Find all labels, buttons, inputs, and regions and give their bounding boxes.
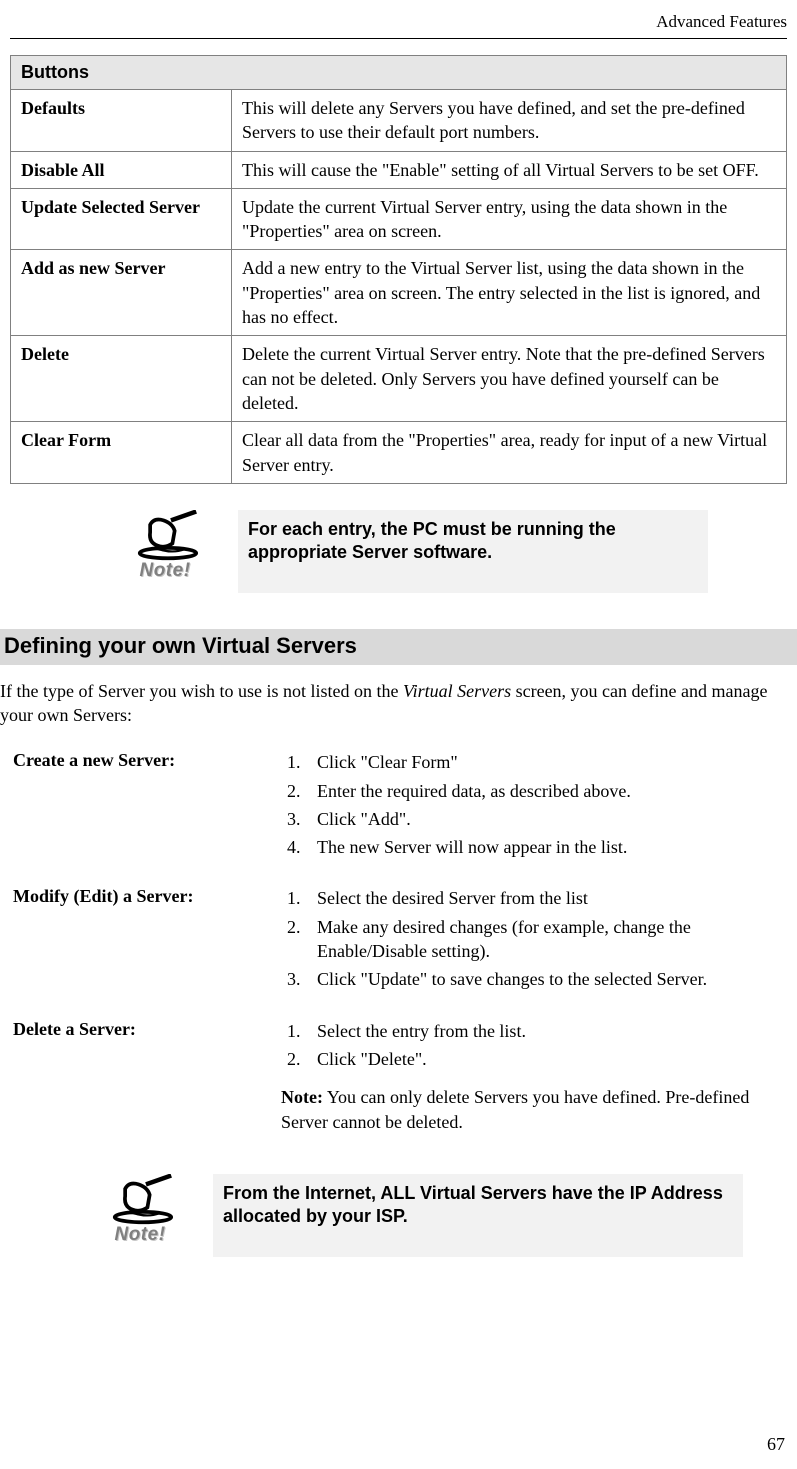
hand-writing-icon [127,510,203,562]
button-description: This will cause the "Enable" setting of … [232,151,787,188]
buttons-table-header: Buttons [11,56,787,90]
button-name-label: Defaults [11,90,232,152]
button-description: Clear all data from the "Properties" are… [232,422,787,484]
procedure-delete-note: Note: You can only delete Servers you ha… [281,1085,784,1134]
button-description: Add a new entry to the Virtual Server li… [232,250,787,336]
page-number: 67 [767,1434,785,1455]
table-row: Delete Delete the current Virtual Server… [11,336,787,422]
list-item: Select the entry from the list. [305,1019,784,1043]
table-row: Defaults This will delete any Servers yo… [11,90,787,152]
buttons-table: Buttons Defaults This will delete any Se… [10,55,787,484]
intro-paragraph: If the type of Server you wish to use is… [0,679,787,728]
list-item: Click "Update" to save changes to the se… [305,967,784,991]
table-row: Add as new Server Add a new entry to the… [11,250,787,336]
procedure-delete-label: Delete a Server: [12,1018,278,1154]
header-rule [10,38,787,39]
button-name-label: Add as new Server [11,250,232,336]
list-item: Click "Add". [305,807,784,831]
table-row: Clear Form Clear all data from the "Prop… [11,422,787,484]
button-name-label: Delete [11,336,232,422]
procedure-create-list: Click "Clear Form" Enter the required da… [281,750,784,859]
button-name-label: Clear Form [11,422,232,484]
note-text-box: For each entry, the PC must be running t… [238,510,708,593]
procedure-create-steps: Click "Clear Form" Enter the required da… [280,749,785,883]
button-description: Update the current Virtual Server entry,… [232,188,787,250]
procedure-delete-list: Select the entry from the list. Click "D… [281,1019,784,1072]
procedure-delete-steps: Select the entry from the list. Click "D… [280,1018,785,1154]
button-description: This will delete any Servers you have de… [232,90,787,152]
procedure-modify-steps: Select the desired Server from the list … [280,885,785,1015]
procedure-create-label: Create a new Server: [12,749,278,883]
table-row: Disable All This will cause the "Enable"… [11,151,787,188]
list-item: The new Server will now appear in the li… [305,835,784,859]
list-item: Select the desired Server from the list [305,886,784,910]
list-item: Enter the required data, as described ab… [305,779,784,803]
button-name-label: Disable All [11,151,232,188]
note-icon-label: Note! [139,560,190,582]
note-callout-2: Note! From the Internet, ALL Virtual Ser… [0,1174,797,1257]
note-icon-label: Note! [114,1224,165,1246]
button-description: Delete the current Virtual Server entry.… [232,336,787,422]
note-text-box: From the Internet, ALL Virtual Servers h… [213,1174,743,1257]
hand-writing-icon [102,1174,178,1226]
list-item: Click "Delete". [305,1047,784,1071]
table-row: Update Selected Server Update the curren… [11,188,787,250]
note-callout-1: Note! For each entry, the PC must be run… [0,510,797,593]
button-name-label: Update Selected Server [11,188,232,250]
procedures-table: Create a new Server: Click "Clear Form" … [10,747,787,1156]
section-heading-defining-virtual-servers: Defining your own Virtual Servers [0,629,797,665]
list-item: Make any desired changes (for example, c… [305,915,784,964]
list-item: Click "Clear Form" [305,750,784,774]
note-icon-container: Note! [95,1174,185,1246]
buttons-table-header-row: Buttons [11,56,787,90]
procedure-modify-label: Modify (Edit) a Server: [12,885,278,1015]
note-icon-container: Note! [120,510,210,582]
header-section-title: Advanced Features [0,12,797,32]
procedure-modify-list: Select the desired Server from the list … [281,886,784,991]
